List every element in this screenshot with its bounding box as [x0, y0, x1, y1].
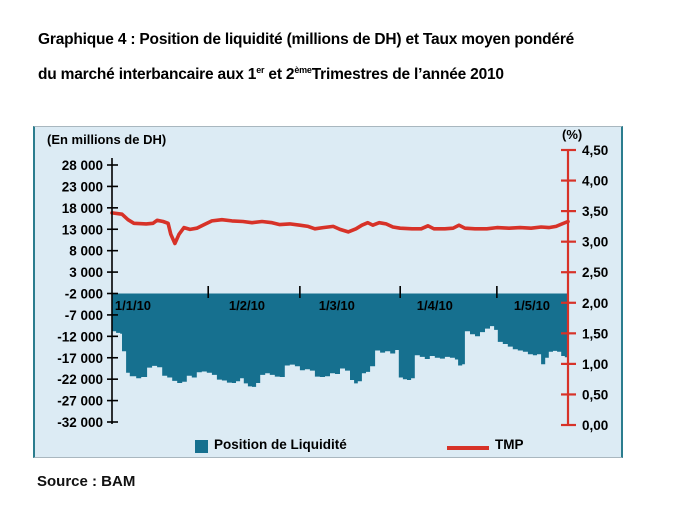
right-axis: 4,50 4,00 3,50 3,00 2,50 2,00 1,50 1,00 0,50 0,00 — [561, 143, 608, 433]
legend-tmp-label: TMP — [495, 437, 524, 452]
chart-panel: 1/1/10 1/2/10 1/3/10 1/4/10 1/5/10 28 000 23 0… — [33, 126, 623, 458]
left-axis-tick-label: -7 000 — [65, 308, 103, 323]
x-axis-date-label: 1/4/10 — [417, 298, 453, 313]
right-axis-tick-label: 2,50 — [582, 265, 608, 280]
chart-svg: 1/1/10 1/2/10 1/3/10 1/4/10 1/5/10 28 000 23 0… — [57, 143, 608, 433]
legend-liquidity-swatch — [195, 440, 208, 453]
left-axis-tick-label: -27 000 — [57, 394, 103, 409]
left-axis-tick-label: -32 000 — [57, 415, 103, 430]
right-axis-tick-label: 4,00 — [582, 174, 608, 189]
tmp-line — [110, 211, 570, 246]
left-axis-tick-label: 13 000 — [62, 222, 103, 237]
legend-liquidity-label: Position de Liquidité — [214, 437, 347, 452]
liquidity-area — [112, 293, 568, 387]
right-axis-tick-label: 3,50 — [582, 204, 608, 219]
left-axis: 28 000 23 000 18 000 13 000 8 000 3 000 -2 000… — [57, 158, 118, 430]
chart-title-line1: Graphique 4 : Position de liquidité (mil… — [38, 31, 575, 48]
left-axis-tick-label: -2 000 — [65, 287, 103, 302]
x-axis-date-label: 1/1/10 — [115, 298, 151, 313]
x-axis: 1/1/10 1/2/10 1/3/10 1/4/10 1/5/10 — [115, 286, 550, 313]
left-axis-tick-label: -17 000 — [57, 351, 103, 366]
title-line2-mid: et 2 — [264, 66, 295, 84]
right-axis-tick-label: 3,00 — [582, 235, 608, 250]
source-text: Source : BAM — [37, 473, 136, 490]
left-axis-tick-label: 28 000 — [62, 158, 103, 173]
left-axis-unit-label: (En millions de DH) — [47, 132, 167, 147]
left-axis-tick-label: 8 000 — [69, 244, 103, 259]
right-axis-tick-label: 1,50 — [582, 326, 608, 341]
right-axis-tick-label: 0,00 — [582, 418, 608, 433]
right-axis-tick-label: 1,00 — [582, 357, 608, 372]
right-axis-tick-label: 2,00 — [582, 296, 608, 311]
left-axis-tick-label: -12 000 — [57, 329, 103, 344]
left-axis-tick-label: 18 000 — [62, 201, 103, 216]
title-superscript-eme: ème — [294, 65, 312, 75]
chart-title-line2: du marché interbancaire aux 1er et 2èmeT… — [38, 55, 648, 90]
right-axis-unit-label: (%) — [562, 127, 583, 142]
right-axis-tick-label: 0,50 — [582, 387, 608, 402]
x-axis-date-label: 1/5/10 — [514, 298, 550, 313]
title-line2-suffix: Trimestres de l’année 2010 — [311, 66, 504, 84]
left-axis-tick-label: 23 000 — [62, 179, 103, 194]
legend-tmp-line-swatch — [447, 446, 489, 450]
title-superscript-er: er — [256, 65, 265, 75]
left-axis-tick-label: 3 000 — [69, 265, 103, 280]
title-line2-prefix: du marché interbancaire aux 1 — [38, 66, 257, 84]
x-axis-date-label: 1/3/10 — [319, 298, 355, 313]
chart-title: Graphique 4 : Position de liquidité (mil… — [38, 25, 648, 90]
x-axis-date-label: 1/2/10 — [229, 298, 265, 313]
right-axis-tick-label: 4,50 — [582, 143, 608, 158]
left-axis-tick-label: -22 000 — [57, 372, 103, 387]
